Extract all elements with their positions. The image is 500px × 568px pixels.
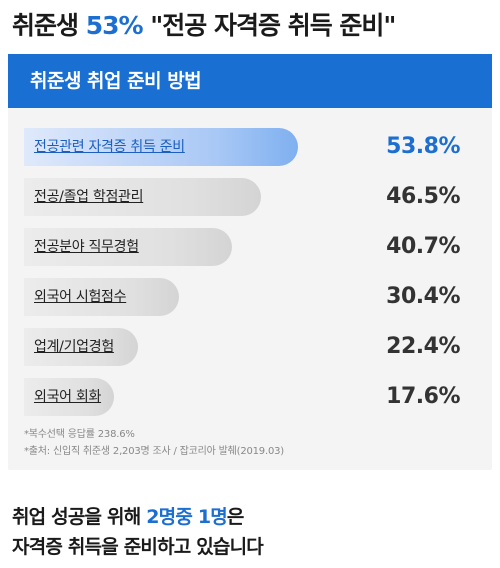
- bar-label: 전공/졸업 학점관리: [34, 189, 144, 205]
- bottom-line-1: 취업 성공을 위해 2명중 1명은: [12, 502, 492, 532]
- chart-bar: [24, 278, 179, 316]
- chart-bar: [24, 328, 138, 366]
- chart-row: 외국어 회화 17.6%: [24, 378, 472, 416]
- bar-value: 53.8%: [386, 134, 460, 159]
- headline-prefix: 취준생: [12, 11, 86, 40]
- bar-label: 전공분야 직무경험: [34, 239, 139, 255]
- bar-label: 전공관련 자격증 취득 준비: [34, 139, 185, 155]
- card-title: 취준생 취업 준비 방법: [8, 54, 492, 108]
- bottom-line-1-accent: 2명중 1명: [146, 506, 228, 528]
- chart-row: 외국어 시험점수 30.4%: [24, 278, 472, 316]
- bottom-line-1-suffix: 은: [226, 506, 244, 528]
- chart-bar: [24, 178, 261, 216]
- headline-accent: 53%: [85, 11, 144, 40]
- bar-chart: 전공관련 자격증 취득 준비 53.8% 전공/졸업 학점관리 46.5% 전공분야 직…: [24, 128, 472, 418]
- bar-value: 40.7%: [386, 234, 460, 259]
- bar-label: 외국어 회화: [34, 389, 102, 405]
- chart-bar: [24, 228, 232, 266]
- bar-value: 17.6%: [386, 384, 460, 409]
- bar-label: 업계/기업경험: [34, 339, 114, 355]
- headline-suffix: "전공 자격증 취득 준비": [142, 11, 396, 40]
- chart-row: 전공관련 자격증 취득 준비 53.8%: [24, 128, 472, 166]
- bottom-line-1-prefix: 취업 성공을 위해: [12, 506, 147, 528]
- bar-value: 46.5%: [386, 184, 460, 209]
- bottom-message: 취업 성공을 위해 2명중 1명은 자격증 취득을 준비하고 있습니다: [12, 502, 492, 562]
- chart-row: 전공/졸업 학점관리 46.5%: [24, 178, 472, 216]
- chart-row: 업계/기업경험 22.4%: [24, 328, 472, 366]
- chart-bar: [24, 378, 114, 416]
- bottom-line-2: 자격증 취득을 준비하고 있습니다: [12, 536, 264, 558]
- chart-bar: [24, 128, 298, 166]
- bar-label: 외국어 시험점수: [34, 289, 127, 305]
- note-multiple-response: *복수선택 응답률 238.6%: [24, 429, 135, 440]
- headline: 취준생 53% "전공 자격증 취득 준비": [12, 6, 492, 42]
- bar-value: 30.4%: [386, 284, 460, 309]
- chart-row: 전공분야 직무경험 40.7%: [24, 228, 472, 266]
- bar-value: 22.4%: [386, 334, 460, 359]
- note-source: *출처: 신입직 취준생 2,203명 조사 / 잡코리아 발췌(2019.03…: [24, 446, 284, 457]
